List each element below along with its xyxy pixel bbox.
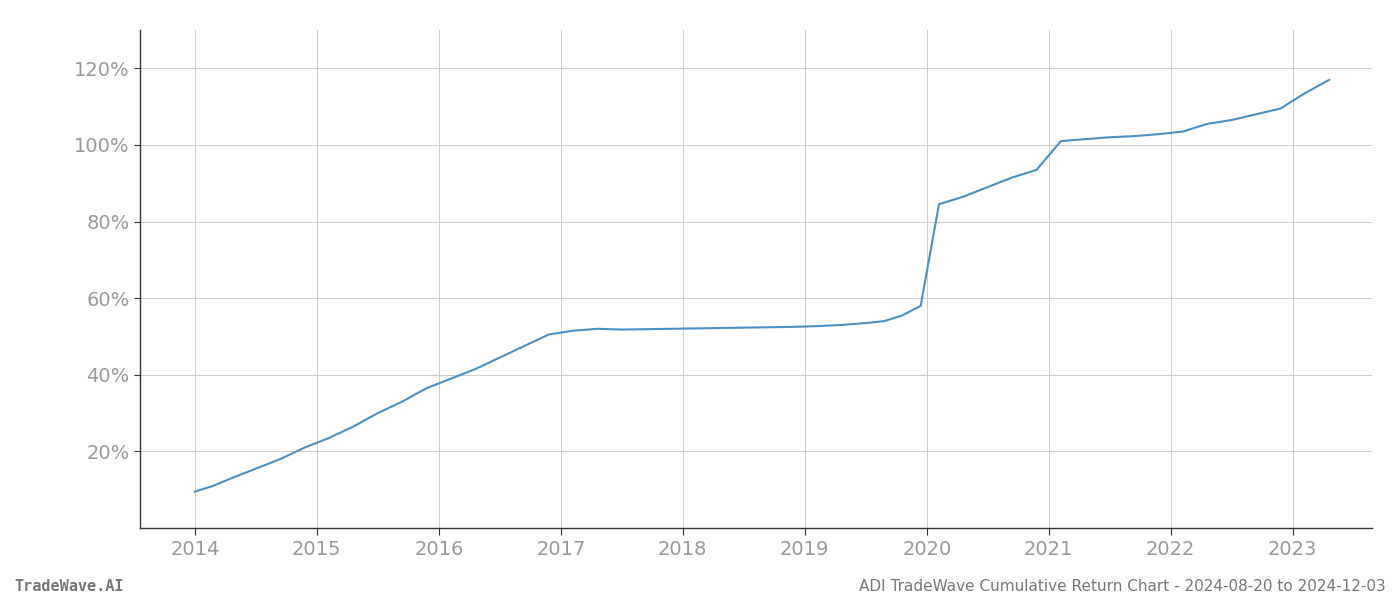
Text: ADI TradeWave Cumulative Return Chart - 2024-08-20 to 2024-12-03: ADI TradeWave Cumulative Return Chart - … [860,579,1386,594]
Text: TradeWave.AI: TradeWave.AI [14,579,123,594]
